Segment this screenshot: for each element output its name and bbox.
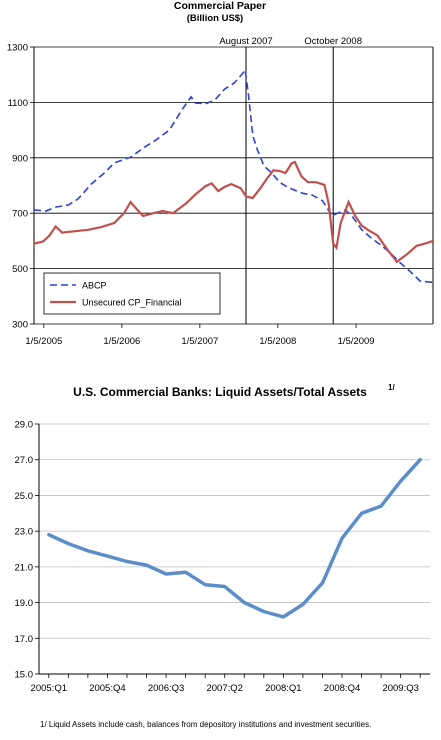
event-label: August 2007: [219, 36, 272, 47]
series-line: [33, 67, 434, 284]
y-tick-label: 1100: [8, 98, 28, 109]
x-tick-label: 2006:Q3: [148, 683, 184, 694]
legend-label: ABCP: [82, 281, 107, 291]
x-tick-label: 1/5/2005: [25, 336, 62, 347]
y-tick-label: 23.0: [15, 527, 34, 538]
series-line: [47, 457, 422, 619]
y-tick-label: 17.0: [15, 634, 34, 645]
liquid-assets-chart: U.S. Commercial Banks: Liquid Assets/Tot…: [0, 380, 441, 735]
y-tick-label: 900: [12, 153, 28, 164]
x-tick-label: 1/5/2009: [338, 336, 375, 347]
chart-title: Commercial Paper: [174, 0, 266, 12]
event-label: October 2008: [304, 36, 362, 47]
legend-label: Unsecured CP_Financial: [82, 298, 182, 308]
y-tick-label: 19.0: [15, 598, 34, 609]
y-tick-label: 25.0: [15, 491, 34, 502]
chart-title: U.S. Commercial Banks: Liquid Assets/Tot…: [73, 385, 367, 399]
commercial-paper-svg: Commercial Paper(Billion US$) 300 500 700 90…: [7, 0, 434, 347]
commercial-paper-chart: Commercial Paper (Billion US$) 300 500 700 90…: [0, 0, 441, 360]
chart-subtitle: (Billion US$): [187, 13, 243, 24]
y-tick-label: 15.0: [15, 670, 34, 681]
x-tick-label: 2008:Q1: [265, 683, 301, 694]
title-footnote-marker: 1/: [388, 383, 395, 392]
x-tick-label: 2007:Q2: [206, 683, 242, 694]
y-tick-label: 700: [12, 209, 28, 220]
y-tick-label: 29.0: [15, 420, 34, 431]
x-tick-label: 1/5/2007: [181, 336, 218, 347]
series-line: [33, 160, 434, 264]
y-tick-label: 27.0: [15, 455, 34, 466]
x-tick-label: 2005:Q1: [31, 683, 67, 694]
x-tick-label: 1/5/2006: [103, 336, 140, 347]
y-tick-label: 21.0: [15, 562, 34, 573]
legend: ABCP Unsecured CP_Financial: [43, 272, 221, 315]
liquid-assets-svg: U.S. Commercial Banks: Liquid Assets/Tot…: [15, 383, 430, 694]
x-tick-label: 2008:Q4: [324, 683, 360, 694]
x-tick-label: 2009:Q3: [382, 683, 418, 694]
footnote: 1/ Liquid Assets include cash, balances …: [40, 720, 372, 729]
y-tick-label: 1300: [7, 43, 28, 54]
y-tick-label: 300: [12, 320, 28, 331]
y-tick-label: 500: [12, 264, 28, 275]
legend-box: [43, 272, 221, 315]
x-tick-label: 1/5/2008: [259, 336, 296, 347]
x-tick-label: 2005:Q4: [89, 683, 125, 694]
